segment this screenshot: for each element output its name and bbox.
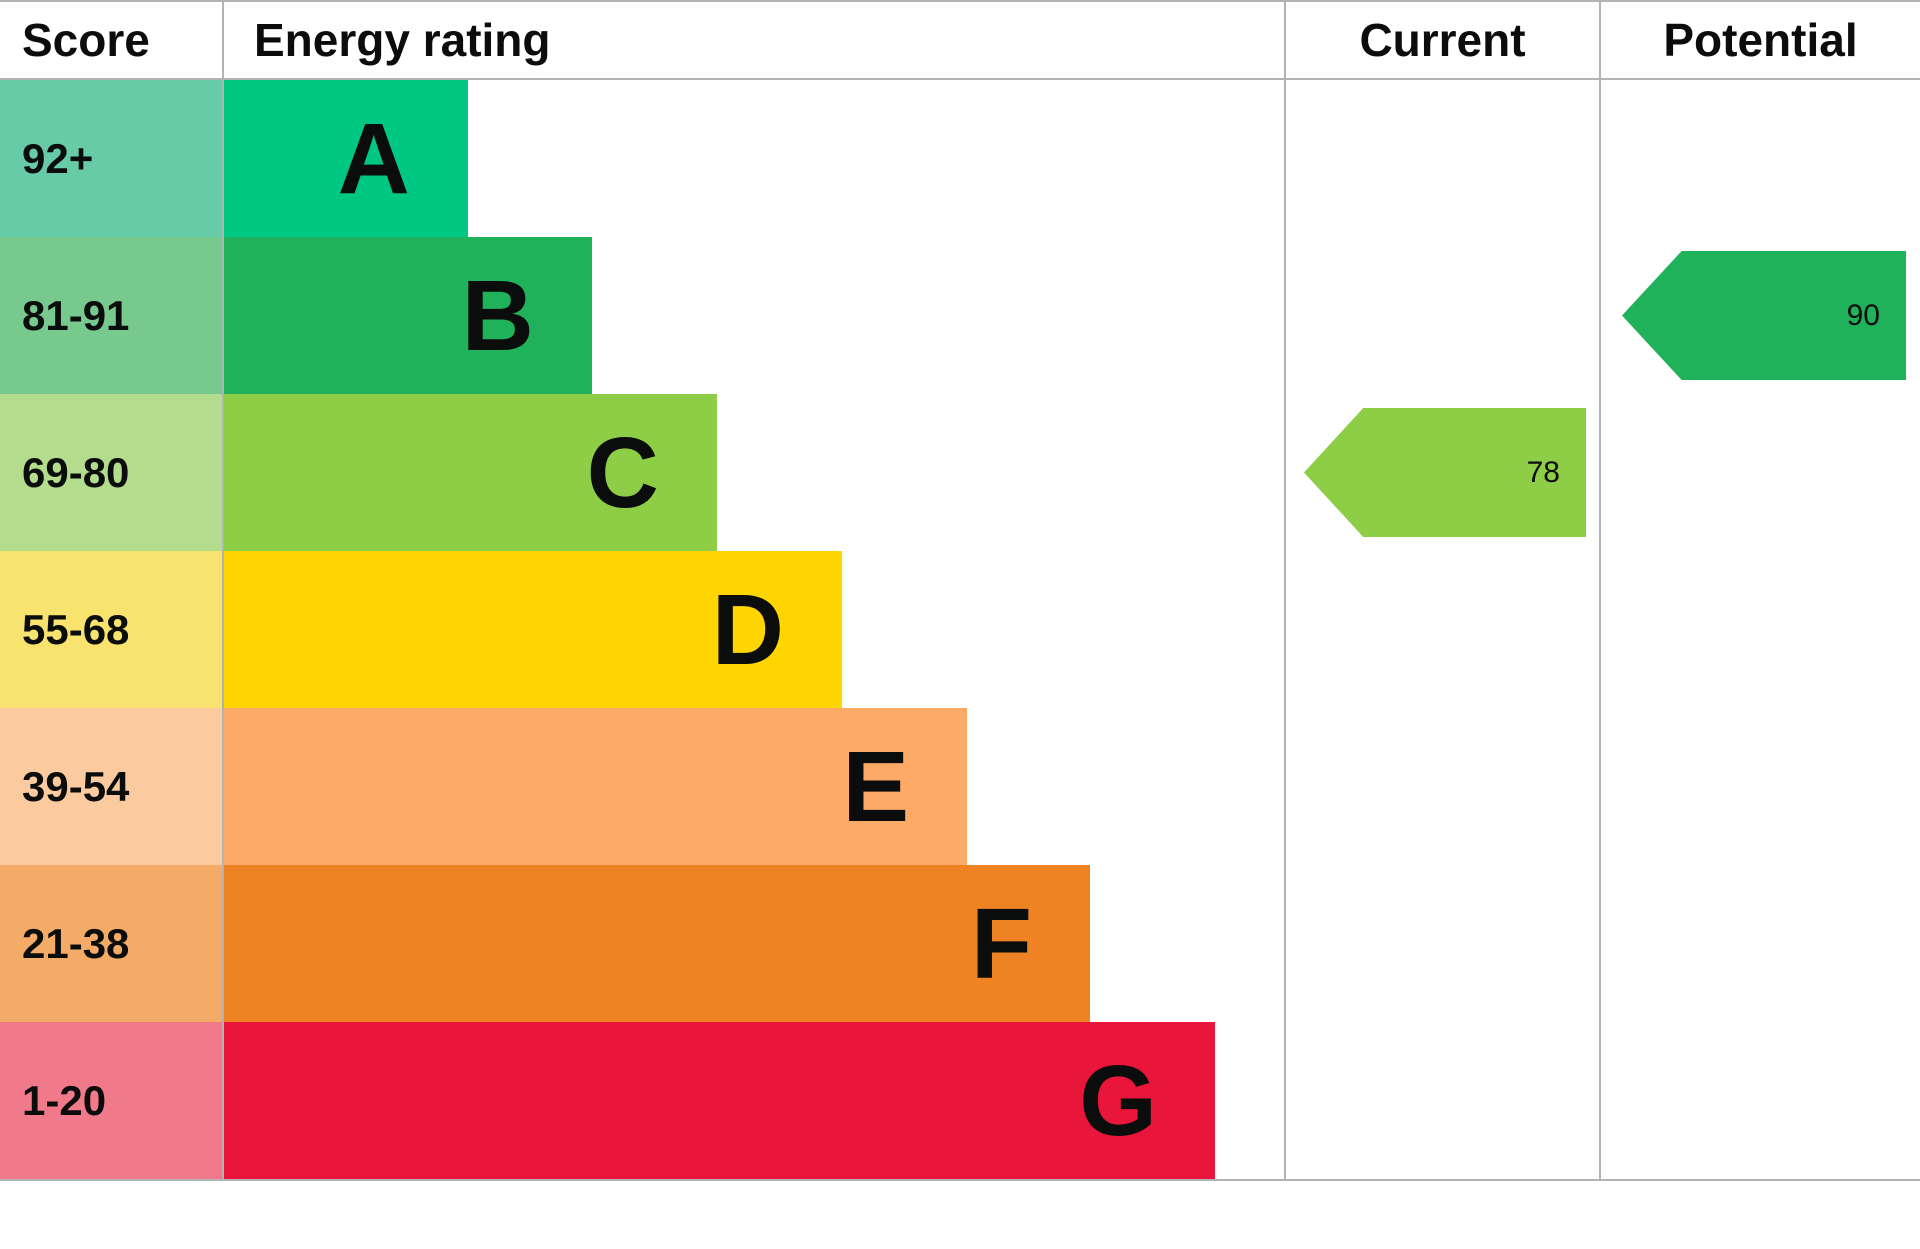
rating-row-d: D	[222, 551, 1284, 708]
rating-letter-g: G	[1079, 1044, 1158, 1157]
rating-bar-c: C	[224, 394, 717, 551]
rating-bar-f: F	[224, 865, 1091, 1022]
rating-bar-b: B	[224, 237, 592, 394]
score-range-e: 39-54	[0, 708, 222, 865]
rating-bar-g: G	[224, 1022, 1216, 1179]
potential-cell-c	[1599, 394, 1920, 551]
current-rating-value: 78	[1526, 455, 1560, 489]
potential-cell-g	[1599, 1022, 1920, 1179]
potential-cell-a	[1599, 80, 1920, 237]
rating-letter-f: F	[970, 887, 1033, 1000]
rating-row-e: E	[222, 708, 1284, 865]
score-range-f: 21-38	[0, 865, 222, 1022]
rating-row-c: C	[222, 394, 1284, 551]
current-cell-b	[1284, 237, 1599, 394]
current-cell-e	[1284, 708, 1599, 865]
energy-rating-column-header: Energy rating	[222, 2, 1284, 80]
score-range-d: 55-68	[0, 551, 222, 708]
rating-letter-a: A	[337, 102, 410, 215]
current-cell-f	[1284, 865, 1599, 1022]
current-cell-a	[1284, 80, 1599, 237]
rating-letter-b: B	[461, 259, 534, 372]
rating-row-f: F	[222, 865, 1284, 1022]
potential-rating-arrow: 90	[1622, 251, 1906, 380]
rating-bar-d: D	[224, 551, 842, 708]
current-cell-d	[1284, 551, 1599, 708]
rating-letter-e: E	[842, 730, 910, 843]
score-range-b: 81-91	[0, 237, 222, 394]
current-rating-arrow: 78	[1304, 408, 1586, 537]
rating-row-a: A	[222, 80, 1284, 237]
rating-row-g: G	[222, 1022, 1284, 1179]
rating-row-b: B	[222, 237, 1284, 394]
rating-bar-a: A	[224, 80, 468, 237]
current-column-header: Current	[1284, 2, 1599, 80]
score-range-a: 92+	[0, 80, 222, 237]
potential-cell-d	[1599, 551, 1920, 708]
potential-cell-f	[1599, 865, 1920, 1022]
score-range-c: 69-80	[0, 394, 222, 551]
current-cell-g	[1284, 1022, 1599, 1179]
rating-letter-d: D	[711, 573, 784, 686]
score-range-g: 1-20	[0, 1022, 222, 1179]
rating-bar-e: E	[224, 708, 968, 865]
potential-column-header: Potential	[1599, 2, 1920, 80]
rating-letter-c: C	[586, 416, 659, 529]
potential-cell-e	[1599, 708, 1920, 865]
epc-table: Score Energy rating Current Potential 92…	[0, 0, 1920, 1181]
score-column-header: Score	[0, 2, 222, 80]
potential-rating-value: 90	[1846, 298, 1880, 332]
